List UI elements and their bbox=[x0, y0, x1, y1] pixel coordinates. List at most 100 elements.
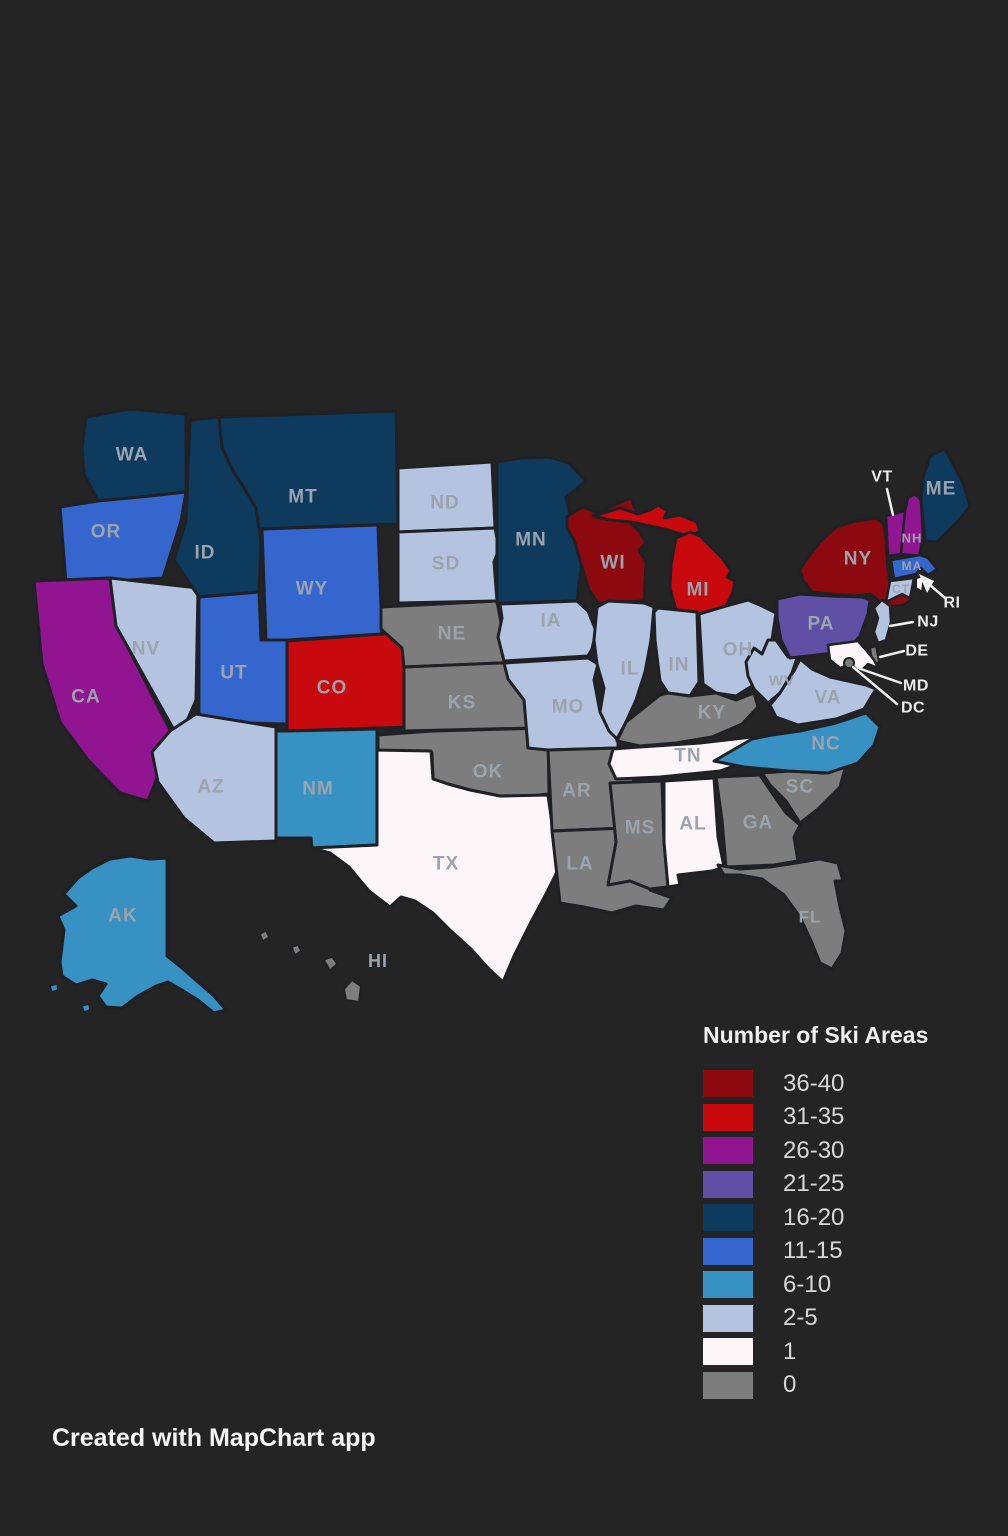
state-label-ok: OK bbox=[473, 762, 504, 783]
callout-label-de: DE bbox=[905, 643, 928, 660]
state-va[interactable] bbox=[768, 657, 878, 727]
state-fl[interactable] bbox=[716, 857, 848, 971]
state-ma[interactable] bbox=[889, 553, 939, 581]
state-label-nh: NH bbox=[902, 531, 923, 546]
state-label-ga: GA bbox=[743, 813, 774, 834]
state-mi-part1[interactable] bbox=[668, 530, 737, 624]
state-label-wa: WA bbox=[116, 445, 149, 466]
state-me[interactable] bbox=[919, 447, 972, 544]
state-label-ms: MS bbox=[625, 818, 656, 839]
state-dc[interactable] bbox=[843, 657, 855, 669]
state-ga[interactable] bbox=[714, 773, 802, 869]
legend-swatch-21-25 bbox=[703, 1170, 753, 1198]
state-sd[interactable] bbox=[396, 526, 501, 605]
state-label-az: AZ bbox=[197, 777, 224, 798]
state-label-mn: MN bbox=[515, 530, 547, 551]
legend-label: 0 bbox=[783, 1371, 797, 1398]
state-md[interactable] bbox=[826, 639, 880, 674]
state-label-in: IN bbox=[669, 655, 690, 676]
state-label-nm: NM bbox=[302, 779, 334, 800]
state-ky[interactable] bbox=[615, 691, 760, 748]
legend-rows: 36-40 31-35 26-30 21-25 16-20 11-15 6-10 2-5 1 0 bbox=[703, 1067, 993, 1402]
state-ct[interactable] bbox=[884, 576, 916, 604]
state-label-il: IL bbox=[621, 659, 640, 680]
legend-label: 1 bbox=[783, 1337, 797, 1365]
state-wi[interactable] bbox=[565, 496, 648, 605]
state-label-wy: WY bbox=[296, 579, 329, 600]
state-label-wi: WI bbox=[600, 553, 625, 574]
state-nc[interactable] bbox=[712, 711, 882, 775]
state-hi[interactable] bbox=[259, 930, 270, 942]
legend-label: 31-35 bbox=[783, 1103, 845, 1130]
legend-row: 31-35 bbox=[703, 1101, 993, 1134]
state-label-id: ID bbox=[195, 543, 216, 564]
state-az[interactable] bbox=[150, 712, 278, 845]
state-in[interactable] bbox=[652, 606, 701, 698]
callout-line-ri bbox=[928, 583, 947, 600]
state-label-la: LA bbox=[566, 854, 593, 875]
legend-label: 6-10 bbox=[783, 1270, 832, 1298]
legend-swatch-0 bbox=[703, 1371, 753, 1399]
callout-line-dc bbox=[851, 665, 899, 706]
callout-label-nj: NJ bbox=[917, 614, 938, 631]
state-label-or: OR bbox=[91, 522, 122, 543]
state-label-mi: MI bbox=[686, 580, 709, 601]
legend-row: 26-30 bbox=[703, 1134, 993, 1167]
callout-label-md: MD bbox=[903, 678, 929, 695]
legend-row: 36-40 bbox=[703, 1067, 993, 1100]
legend-label: 21-25 bbox=[783, 1170, 845, 1197]
state-label-fl: FL bbox=[799, 908, 822, 927]
state-nh[interactable] bbox=[899, 492, 925, 558]
state-label-mo: MO bbox=[552, 697, 585, 718]
state-label-sc: SC bbox=[786, 777, 814, 798]
legend: Number of Ski Areas 36-40 31-35 26-30 21-25… bbox=[703, 1022, 993, 1402]
legend-swatch-31-35 bbox=[703, 1103, 753, 1131]
state-tx[interactable] bbox=[310, 748, 561, 984]
callout-label-dc: DC bbox=[901, 700, 925, 717]
state-label-oh: OH bbox=[723, 640, 754, 661]
state-mi[interactable] bbox=[591, 503, 702, 538]
state-label-wv: WV bbox=[769, 673, 795, 690]
state-label-me: ME bbox=[926, 479, 957, 500]
legend-row: 21-25 bbox=[703, 1168, 993, 1201]
state-label-nv: NV bbox=[132, 639, 160, 660]
legend-label: 2-5 bbox=[783, 1304, 818, 1331]
state-label-ma: MA bbox=[902, 559, 923, 573]
legend-label: 26-30 bbox=[783, 1136, 845, 1164]
state-label-ut: UT bbox=[220, 663, 247, 684]
legend-label: 16-20 bbox=[783, 1203, 845, 1231]
state-label-ks: KS bbox=[448, 693, 476, 714]
state-hi-part3[interactable] bbox=[343, 979, 362, 1003]
callout-label-ri: RI bbox=[944, 595, 961, 612]
state-label-ne: NE bbox=[438, 624, 466, 645]
legend-title: Number of Ski Areas bbox=[703, 1022, 929, 1048]
state-ak-part2[interactable] bbox=[81, 1003, 91, 1013]
state-ak-part1[interactable] bbox=[49, 983, 59, 993]
callout-line-md bbox=[856, 666, 903, 685]
legend-swatch-6-10 bbox=[703, 1271, 753, 1298]
legend-row: 0 bbox=[703, 1369, 993, 1402]
legend-row: 2-5 bbox=[703, 1302, 993, 1335]
state-co[interactable] bbox=[285, 629, 412, 733]
state-al[interactable] bbox=[662, 776, 726, 889]
state-label-ky: KY bbox=[698, 703, 726, 724]
legend-swatch-16-20 bbox=[703, 1204, 753, 1231]
state-label-co: CO bbox=[317, 678, 348, 699]
state-hi-part2[interactable] bbox=[323, 956, 338, 971]
legend-swatch-1 bbox=[703, 1338, 753, 1365]
state-hi-part1[interactable] bbox=[291, 944, 302, 956]
state-label-mt: MT bbox=[288, 487, 317, 508]
state-ak[interactable] bbox=[56, 854, 228, 1015]
callout-line-vt bbox=[885, 487, 895, 517]
state-label-pa: PA bbox=[808, 614, 835, 635]
legend-swatch-2-5 bbox=[703, 1304, 753, 1332]
state-ia[interactable] bbox=[496, 599, 598, 663]
state-label-hi: HI bbox=[368, 951, 388, 971]
state-label-ct: CT bbox=[892, 582, 910, 596]
state-or[interactable] bbox=[58, 490, 188, 585]
state-nj[interactable] bbox=[872, 598, 893, 645]
legend-swatch-26-30 bbox=[703, 1137, 753, 1164]
state-label-ak: AK bbox=[108, 906, 137, 927]
